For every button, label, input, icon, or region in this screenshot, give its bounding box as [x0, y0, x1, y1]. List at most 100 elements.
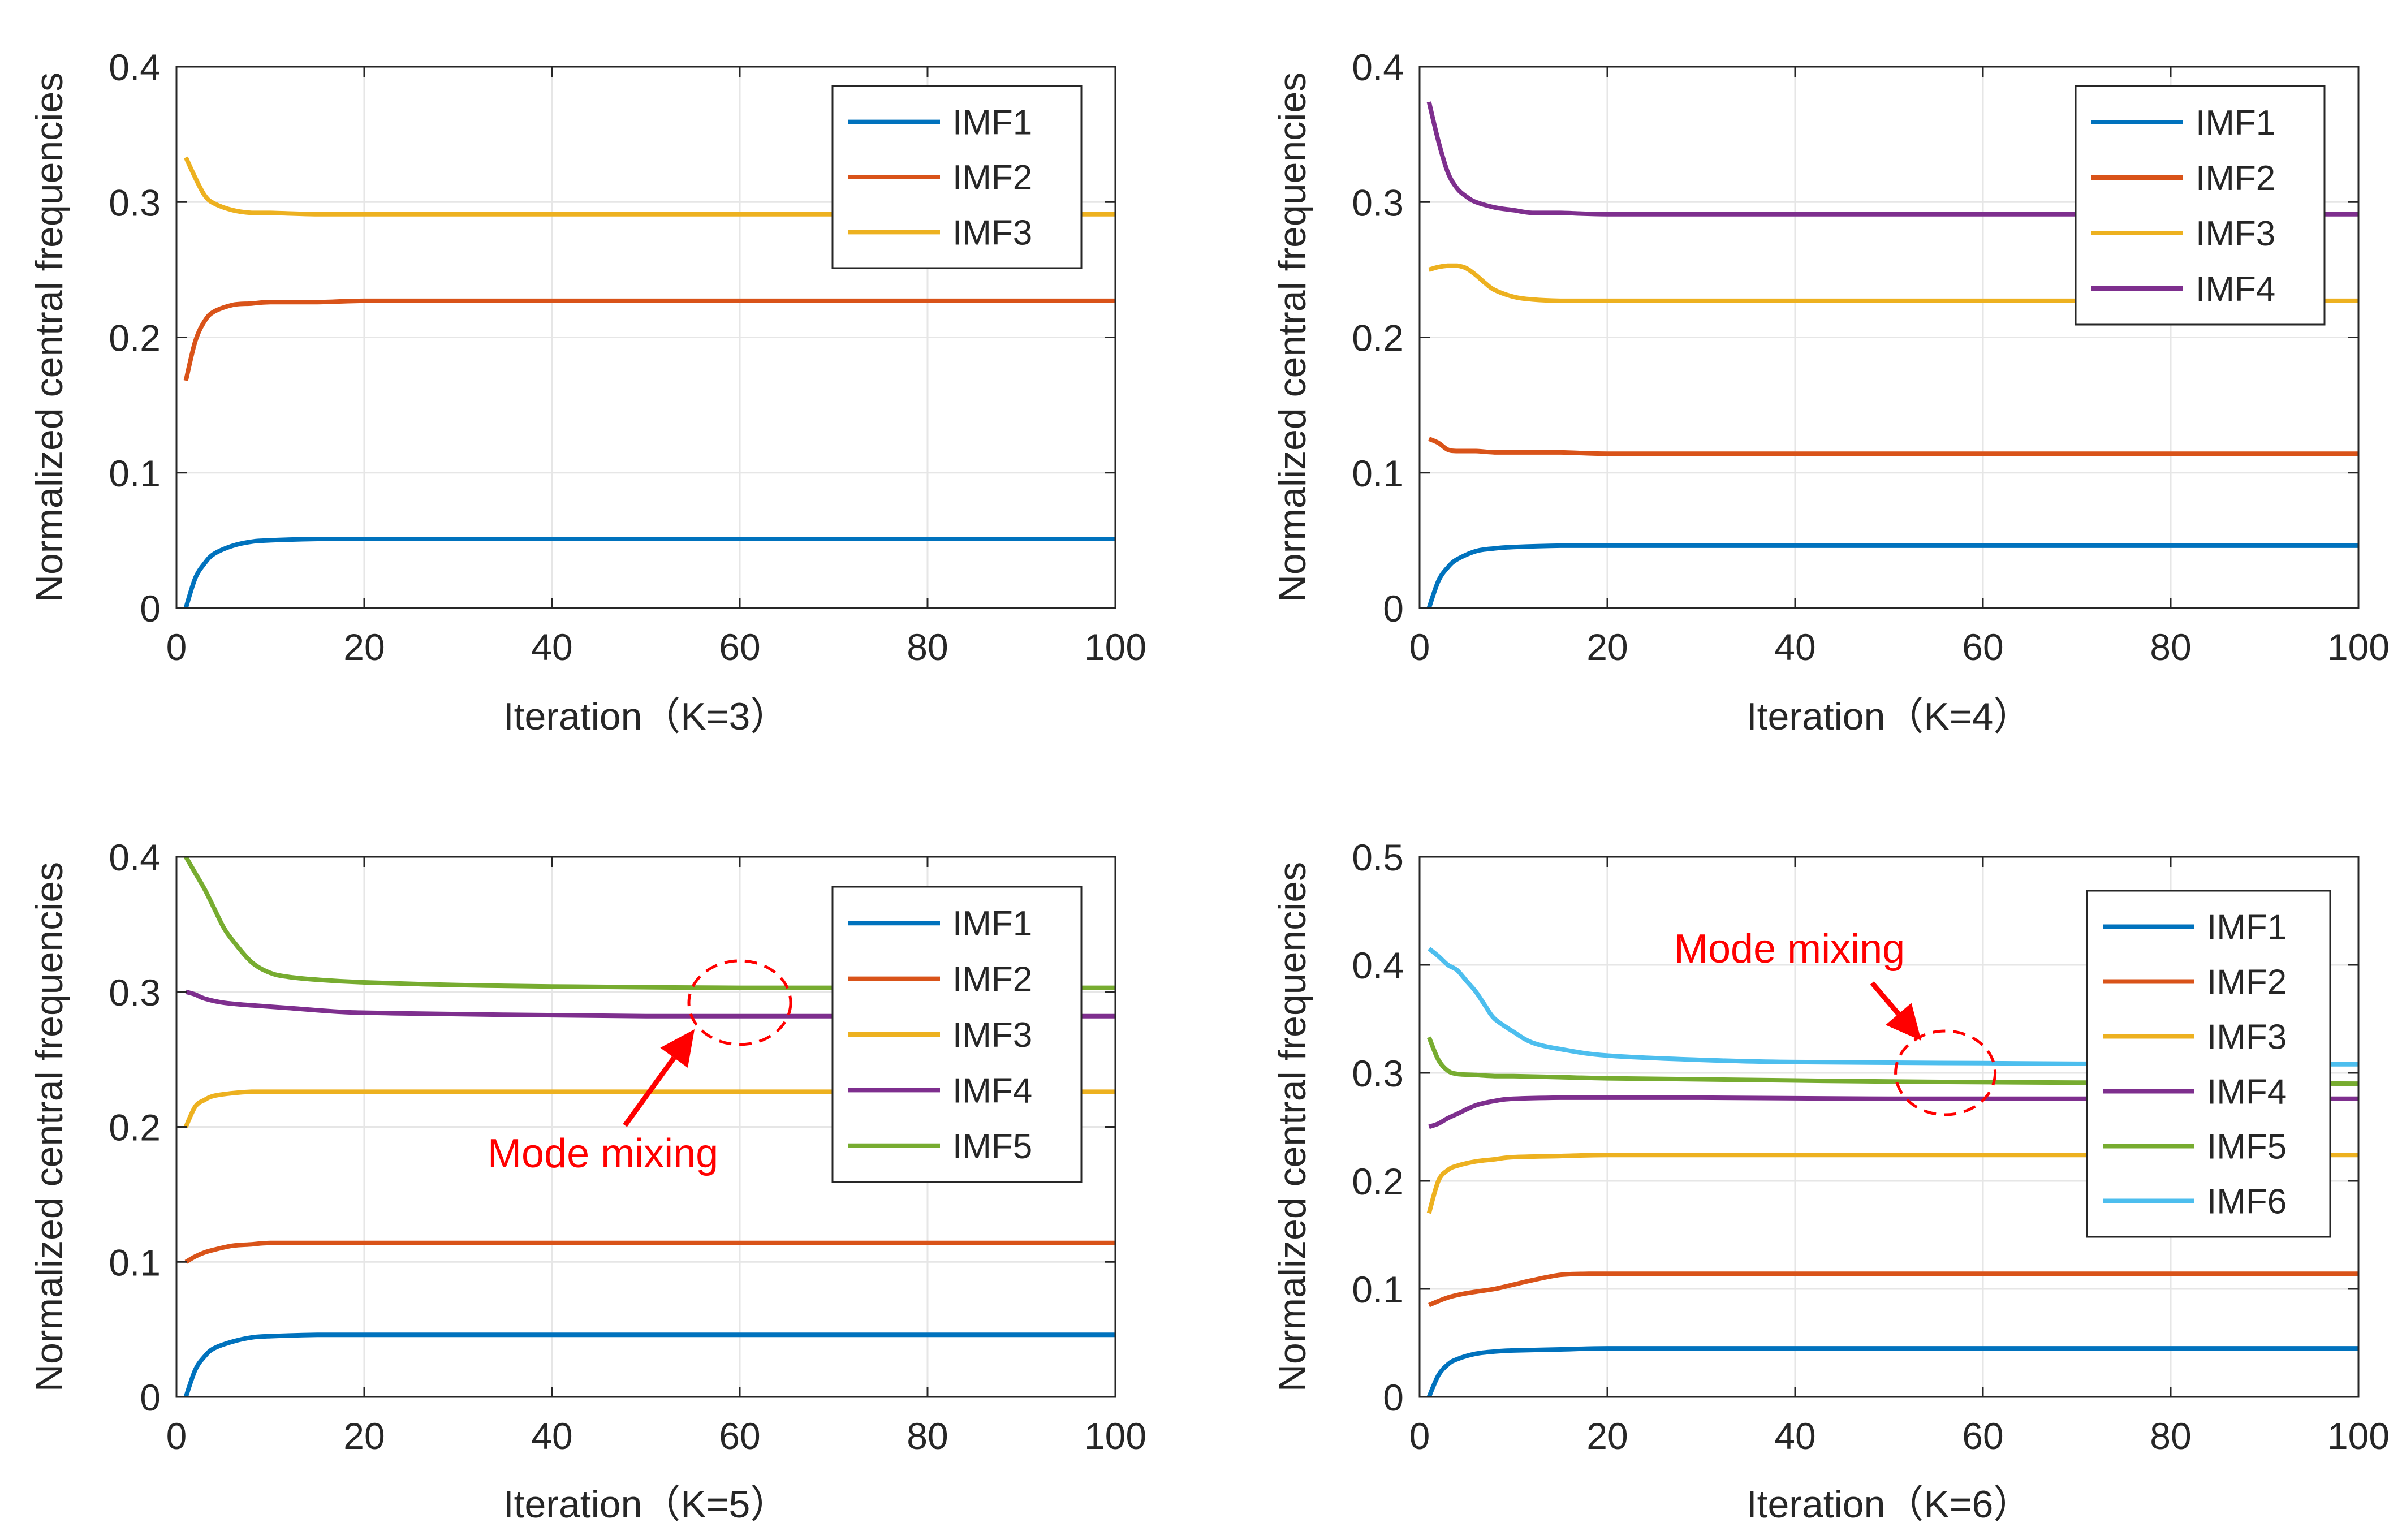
y-tick-label: 0.1	[1352, 1269, 1404, 1310]
x-tick-label: 40	[531, 1415, 572, 1457]
series-line-imf3	[183, 1089, 1115, 1128]
ticks-k4: 0 20 40 60 80 100 0 0.1 0.2 0.3 0.4	[1352, 46, 2390, 668]
subplot-k4: 0 20 40 60 80 100 0 0.1 0.2 0.3 0.4 Iteration（K=4）…	[1271, 46, 2390, 738]
mode-mixing-arrowhead-k6	[1885, 1003, 1921, 1041]
x-tick-label: 20	[1586, 1415, 1628, 1457]
x-tick-label: 60	[719, 1415, 760, 1457]
series-line-imf5	[1426, 1036, 2359, 1086]
mode-mixing-arrow-k6	[1870, 981, 1901, 1016]
axes-box-k6	[1418, 856, 2360, 1398]
legend-label-imf2: IMF2	[2207, 963, 2287, 1002]
y-tick-label: 0.3	[1352, 182, 1404, 223]
x-axis-label-k4: Iteration（K=4）	[1746, 695, 2032, 738]
legend-label-imf4: IMF4	[2207, 1073, 2287, 1112]
ticks-k5: 0 20 40 60 80 100 0 0.1 0.2 0.3 0.4	[109, 836, 1146, 1457]
subplot-k6: 0 20 40 60 80 100 0 0.1 0.2 0.3 0.4 0.5 Iteration（K…	[1271, 836, 2390, 1526]
legend-label-imf3: IMF3	[2196, 214, 2275, 253]
x-axis-label-k5: Iteration（K=5）	[503, 1483, 789, 1526]
y-tick-label: 0.4	[1352, 944, 1404, 986]
legend-label-imf4: IMF4	[952, 1071, 1032, 1110]
series-line-imf3	[183, 156, 1115, 217]
y-tick-label: 0.3	[109, 182, 161, 223]
x-tick-label: 40	[531, 626, 572, 668]
x-tick-label: 20	[1586, 626, 1628, 668]
series-line-imf1	[1426, 543, 2358, 609]
x-axis-label-k3: Iteration（K=3）	[503, 695, 789, 738]
y-tick-label: 0	[140, 588, 161, 629]
y-tick-label: 0	[1383, 1377, 1404, 1418]
x-tick-label: 100	[1084, 626, 1146, 668]
y-tick-label: 0.4	[1352, 46, 1404, 88]
y-axis-label-k5: Normalized central frequencies	[28, 862, 71, 1392]
y-tick-label: 0	[1383, 588, 1404, 629]
y-tick-label: 0.1	[109, 1241, 161, 1283]
x-tick-label: 80	[907, 626, 948, 668]
x-tick-label: 0	[1409, 626, 1430, 668]
x-tick-label: 80	[2150, 1415, 2191, 1457]
x-tick-label: 100	[2327, 626, 2390, 668]
legend-label-imf6: IMF6	[2207, 1183, 2287, 1222]
y-tick-label: 0.2	[109, 1107, 161, 1149]
x-tick-label: 0	[166, 626, 187, 668]
x-tick-label: 0	[166, 1415, 187, 1457]
y-axis-label-k3: Normalized central frequencies	[28, 72, 71, 602]
subplot-k5: 0 20 40 60 80 100 0 0.1 0.2 0.3 0.4 Iteration（K=5）…	[28, 836, 1146, 1526]
ticks-k6: 0 20 40 60 80 100 0 0.1 0.2 0.3 0.4 0.5	[1352, 836, 2390, 1457]
mode-mixing-circle-k6	[1894, 1029, 1997, 1116]
series-line-imf2	[184, 1240, 1115, 1264]
mode-mixing-label-k5: Mode mixing	[488, 1131, 718, 1176]
legend-label-imf1: IMF1	[952, 904, 1032, 943]
mode-mixing-arrow-k5	[623, 1056, 676, 1127]
legend-k6: IMF1 IMF2 IMF3 IMF4 IMF5 IMF6	[2086, 890, 2331, 1238]
legend-label-imf1: IMF1	[2196, 103, 2275, 143]
y-tick-label: 0.2	[1352, 1161, 1404, 1202]
x-tick-label: 20	[343, 626, 385, 668]
series-line-imf2	[1428, 437, 2358, 456]
legend-label-imf3: IMF3	[952, 1016, 1032, 1055]
subplot-k3: 0 20 40 60 80 100 0 0.1 0.2 0.3 0.4 Iteration（K=3）…	[28, 46, 1146, 738]
series-k4	[1426, 101, 2358, 609]
mode-mixing-annotation-k6: Mode mixing	[1674, 926, 1997, 1116]
series-line-imf4	[1426, 101, 2358, 217]
legend-label-imf2: IMF2	[952, 158, 1032, 197]
legend-box	[2075, 85, 2326, 326]
y-tick-label: 0.3	[1352, 1052, 1404, 1094]
x-tick-label: 20	[343, 1415, 385, 1457]
legend-label-imf4: IMF4	[2196, 270, 2275, 309]
y-tick-label: 0.1	[109, 452, 161, 494]
legend-label-imf2: IMF2	[952, 960, 1032, 999]
y-tick-label: 0.1	[1352, 452, 1404, 494]
x-tick-label: 60	[1962, 626, 2003, 668]
series-line-imf3	[1428, 263, 2358, 303]
y-axis-label-k4: Normalized central frequencies	[1271, 72, 1314, 602]
x-tick-label: 80	[2150, 626, 2191, 668]
legend-box	[2086, 890, 2331, 1238]
series-line-imf2	[1428, 1271, 2358, 1308]
series-line-imf1	[183, 536, 1115, 609]
series-line-imf5	[184, 855, 1115, 990]
x-tick-label: 80	[907, 1415, 948, 1457]
x-tick-label: 60	[719, 626, 760, 668]
series-line-imf4	[1428, 1095, 2358, 1129]
x-tick-label: 100	[2327, 1415, 2390, 1457]
mode-mixing-arrowhead-k5	[660, 1029, 695, 1068]
series-line-imf2	[183, 298, 1115, 382]
mode-mixing-annotation-k5: Mode mixing	[488, 959, 792, 1176]
y-axis-label-k6: Normalized central frequencies	[1271, 862, 1314, 1392]
series-k6	[1426, 947, 2359, 1398]
series-line-imf6	[1428, 947, 2359, 1067]
x-tick-label: 60	[1962, 1415, 2003, 1457]
legend-label-imf5: IMF5	[952, 1127, 1032, 1166]
y-tick-label: 0	[140, 1377, 161, 1418]
legend-label-imf5: IMF5	[2207, 1128, 2287, 1167]
legend-label-imf1: IMF1	[952, 103, 1032, 143]
legend-label-imf2: IMF2	[2196, 159, 2275, 198]
series-line-imf1	[1426, 1346, 2358, 1398]
series-line-imf3	[1426, 1153, 2358, 1214]
series-k3	[183, 156, 1115, 609]
mode-mixing-circle-k5	[687, 959, 792, 1046]
y-tick-label: 0.4	[109, 836, 161, 878]
legend-label-imf3: IMF3	[952, 213, 1032, 252]
